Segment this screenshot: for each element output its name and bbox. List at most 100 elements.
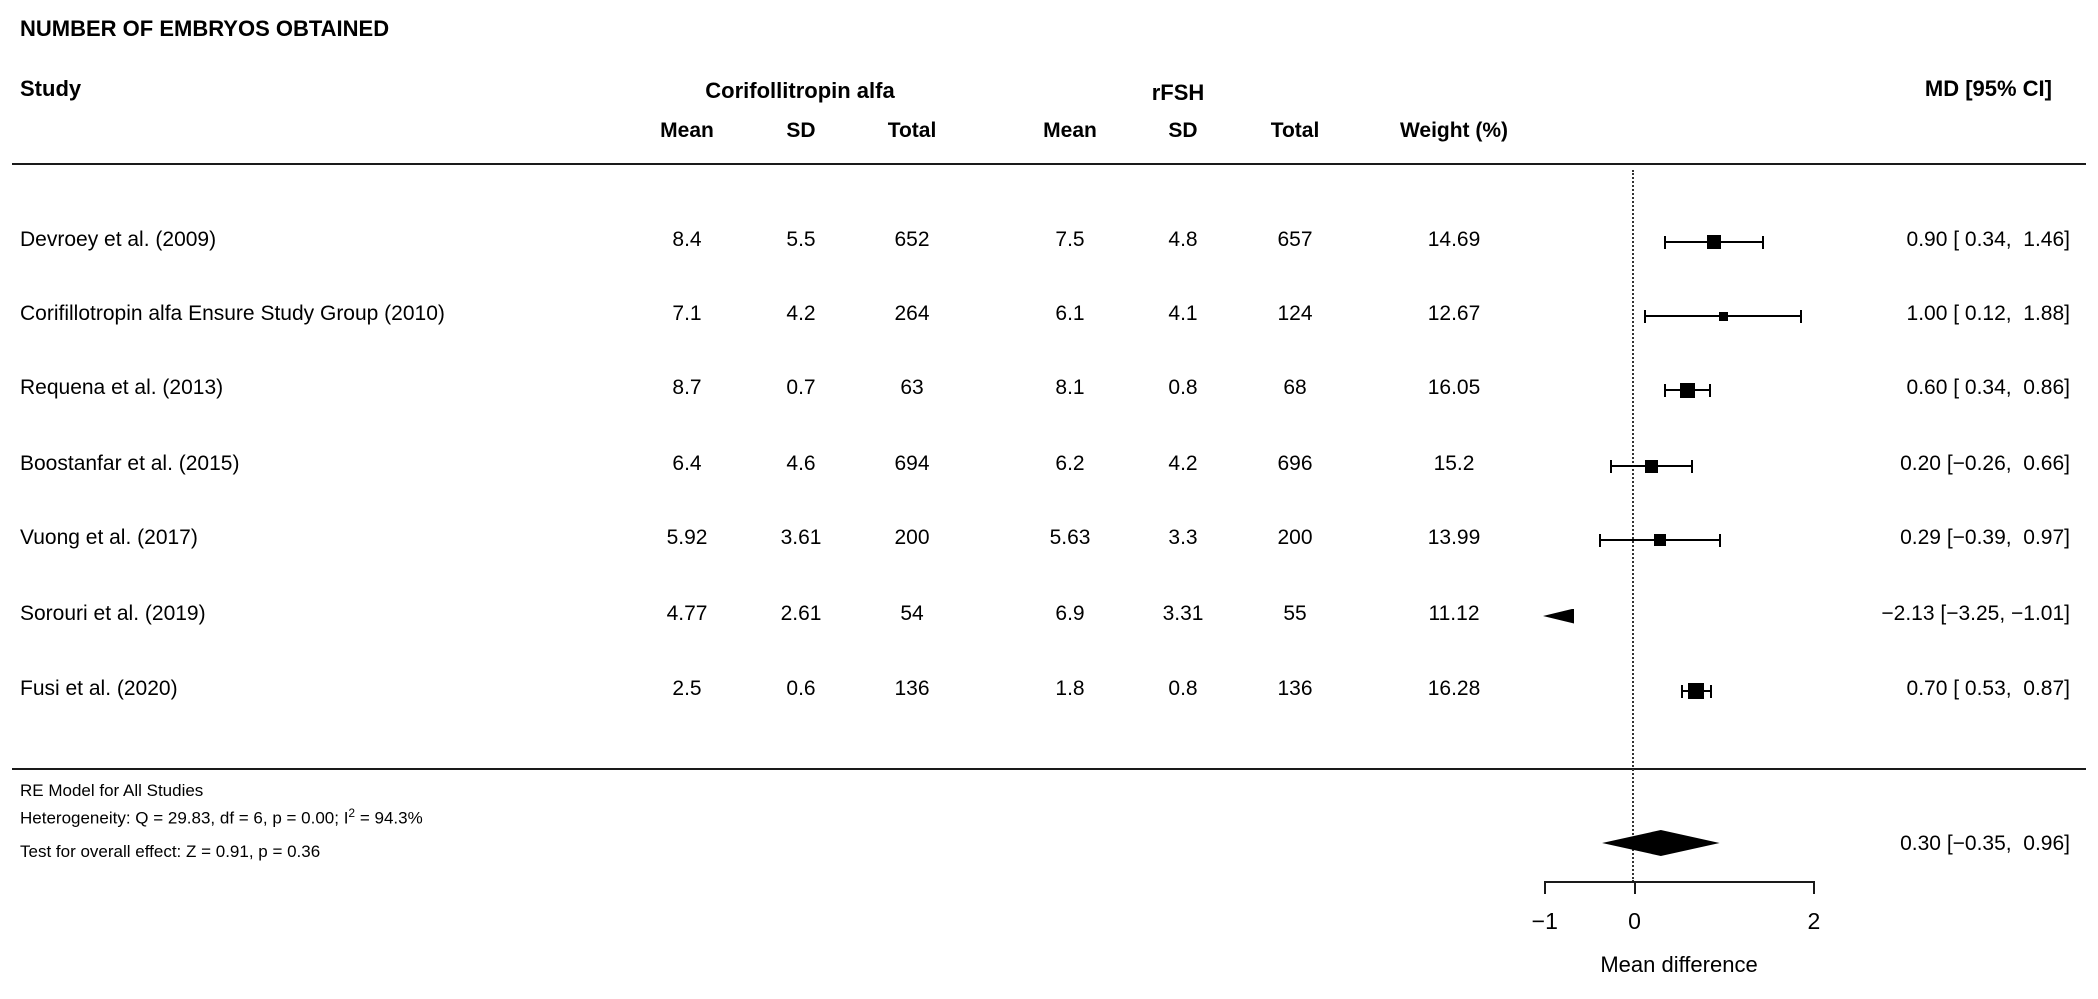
table-cell-cfa_mean: 7.1 [672,302,702,325]
column-header-cfa-sd: SD [786,119,816,142]
x-axis-tick [1633,881,1636,894]
table-cell-cfa_mean: 4.77 [666,602,708,625]
table-cell-cfa_total: 54 [900,602,924,625]
table-cell-rfsh_sd: 0.8 [1168,677,1198,700]
table-cell-cfa_sd: 2.61 [780,602,822,625]
overall-effect-text: Test for overall effect: Z = 0.91, p = 0… [20,842,321,861]
study-name: Vuong et al. (2017) [20,526,198,549]
table-cell-cfa_total: 652 [894,228,930,251]
table-cell-weight: 14.69 [1427,228,1481,251]
md-ci-value: 0.70 [ 0.53, 0.87] [1906,677,2070,700]
table-cell-rfsh_total: 124 [1277,302,1313,325]
x-axis-tick-label: −1 [1531,908,1558,934]
study-name: Sorouri et al. (2019) [20,602,206,625]
table-cell-rfsh_sd: 3.31 [1162,602,1204,625]
ci-cap-high [1690,459,1693,473]
table-cell-rfsh_total: 68 [1283,376,1307,399]
ci-cap-low [1644,309,1647,323]
md-ci-value: −2.13 [−3.25, −1.01] [1881,602,2070,625]
md-ci-value: 1.00 [ 0.12, 1.88] [1906,302,2070,325]
summary-diamond [1602,830,1720,856]
table-cell-weight: 12.67 [1427,302,1481,325]
ci-cap-high [1762,235,1765,249]
study-name: Requena et al. (2013) [20,376,224,399]
table-cell-rfsh_mean: 5.63 [1049,526,1091,549]
plot-title: NUMBER OF EMBRYOS OBTAINED [20,16,390,41]
study-name: Corifillotropin alfa Ensure Study Group … [20,302,445,325]
x-axis-tick-label: 0 [1628,908,1641,934]
md-ci-value: 0.90 [ 0.34, 1.46] [1906,228,2070,251]
summary-rule [12,768,2086,770]
column-header-rfsh-total: Total [1270,119,1320,142]
table-cell-cfa_sd: 0.6 [786,677,816,700]
column-header-weight: Weight (%) [1399,119,1509,142]
ci-cap-low [1663,235,1666,249]
table-cell-weight: 15.2 [1433,452,1475,475]
x-axis-title: Mean difference [1600,952,1758,977]
ci-cap-high [1709,684,1712,698]
group-header-corifollitropin-alfa: Corifollitropin alfa [705,78,895,103]
table-cell-rfsh_mean: 6.1 [1055,302,1085,325]
table-cell-rfsh_total: 657 [1277,228,1313,251]
table-cell-rfsh_total: 200 [1277,526,1313,549]
table-cell-cfa_total: 264 [894,302,930,325]
effect-square [1707,235,1721,249]
md-ci-value: 0.29 [−0.39, 0.97] [1900,526,2070,549]
ci-cap-low [1663,383,1666,397]
table-cell-weight: 13.99 [1427,526,1481,549]
table-cell-rfsh_sd: 0.8 [1168,376,1198,399]
heterogeneity-text: Heterogeneity: Q = 29.83, df = 6, p = 0.… [20,806,423,829]
re-model-label: RE Model for All Studies [20,781,204,800]
effect-square [1644,459,1658,473]
table-cell-rfsh_sd: 3.3 [1168,526,1198,549]
column-header-study: Study [20,76,82,101]
heterogeneity-superscript: 2 [348,806,356,820]
effect-square [1653,534,1666,546]
effect-square [1679,382,1695,398]
table-cell-cfa_mean: 2.5 [672,677,702,700]
table-cell-rfsh_total: 696 [1277,452,1313,475]
table-cell-cfa_mean: 5.92 [666,526,708,549]
table-cell-rfsh_total: 136 [1277,677,1313,700]
ci-cap-low [1598,533,1601,547]
effect-square [1688,683,1705,699]
effect-square [1718,311,1728,321]
x-axis-tick [1543,881,1546,894]
table-cell-rfsh_mean: 1.8 [1055,677,1085,700]
table-cell-rfsh_mean: 6.2 [1055,452,1085,475]
table-cell-cfa_total: 694 [894,452,930,475]
table-cell-cfa_mean: 8.7 [672,376,702,399]
x-axis-tick-label: 2 [1807,908,1821,934]
table-cell-rfsh_sd: 4.1 [1168,302,1198,325]
table-cell-rfsh_sd: 4.2 [1168,452,1198,475]
ci-cap-low [1681,684,1684,698]
table-cell-rfsh_mean: 7.5 [1055,228,1085,251]
header-rule [12,163,2086,165]
table-cell-cfa_mean: 6.4 [672,452,702,475]
column-header-cfa-total: Total [887,119,937,142]
md-ci-value: 0.60 [ 0.34, 0.86] [1906,376,2070,399]
zero-reference-line [1632,170,1634,882]
summary-md-value: 0.30 [−0.35, 0.96] [1900,832,2070,855]
table-cell-cfa_sd: 0.7 [786,376,816,399]
table-cell-cfa_sd: 5.5 [786,228,816,251]
column-header-rfsh-sd: SD [1168,119,1198,142]
table-cell-weight: 11.12 [1428,602,1480,625]
heterogeneity-pre: Heterogeneity: Q = 29.83, df = 6, p = 0.… [20,808,349,828]
ci-cap-high [1718,533,1721,547]
ci-cap-low [1610,459,1613,473]
study-name: Devroey et al. (2009) [20,228,217,251]
table-cell-rfsh_total: 55 [1283,602,1307,625]
md-ci-value: 0.20 [−0.26, 0.66] [1900,452,2070,475]
table-cell-cfa_total: 63 [900,376,924,399]
table-cell-cfa_sd: 4.2 [786,302,816,325]
column-header-md-ci: MD [95% CI] [1924,76,2052,101]
heterogeneity-post: = 94.3% [355,808,423,828]
table-cell-cfa_sd: 4.6 [786,452,816,475]
ci-cap-high [1708,383,1711,397]
ci-cap-high [1800,309,1803,323]
table-cell-cfa_sd: 3.61 [780,526,822,549]
table-cell-weight: 16.05 [1427,376,1481,399]
offscale-arrow-icon [1543,608,1574,624]
